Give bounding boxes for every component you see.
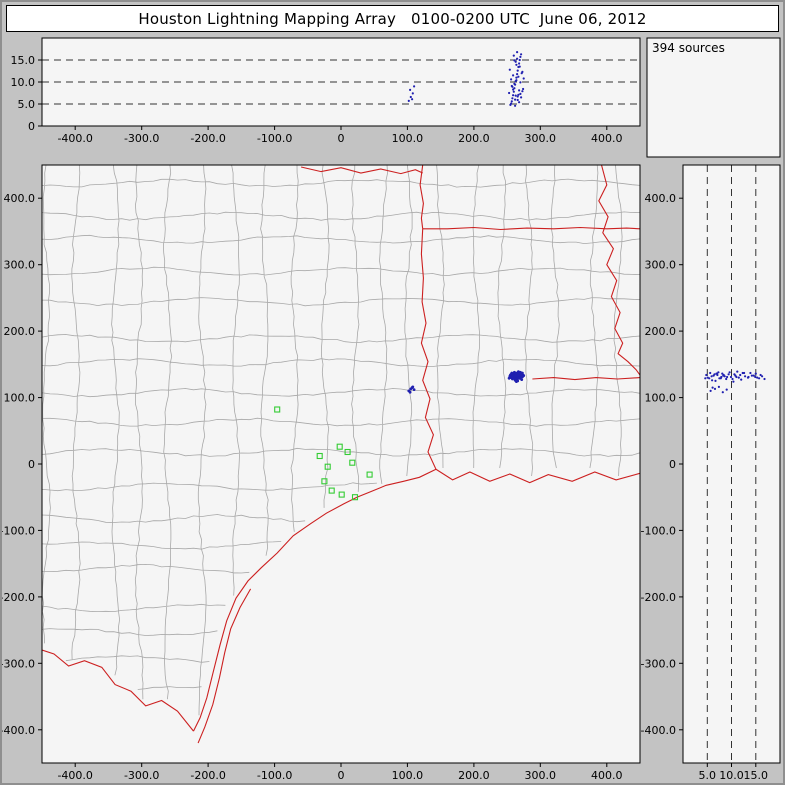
tick-label: -100.0 [641, 524, 676, 537]
tick-label: -100.0 [257, 132, 292, 145]
tick-label: -200.0 [190, 769, 225, 782]
tick-label: -100.0 [257, 769, 292, 782]
tick-label: -200.0 [641, 591, 676, 604]
altitude-gridlines-ew [42, 59, 640, 105]
tick-label: 0 [28, 120, 35, 133]
tick-label: -400.0 [2, 724, 35, 737]
lightning-sources-ew [407, 51, 525, 107]
tick-label: -400.0 [57, 132, 92, 145]
tick-label: 400.0 [591, 769, 623, 782]
lightning-sources-map [407, 370, 526, 394]
tick-label: 10.0 [719, 769, 744, 782]
state-borders [42, 165, 640, 744]
tick-label: 0 [338, 769, 345, 782]
tick-label: -300.0 [2, 657, 35, 670]
tick-label: -200.0 [190, 132, 225, 145]
tick-label: -100.0 [2, 524, 35, 537]
source-count-label: 394 sources [652, 41, 725, 55]
tick-label: 0 [669, 458, 676, 471]
axis-ticks [38, 59, 757, 767]
tick-label: 200.0 [458, 132, 490, 145]
tick-label: 300.0 [4, 259, 36, 272]
tick-label: 300.0 [525, 132, 557, 145]
tick-label: 0 [338, 132, 345, 145]
lightning-sources-ns [704, 370, 766, 394]
tick-label: -300.0 [124, 769, 159, 782]
tick-label: 100.0 [645, 392, 677, 405]
tick-label: -200.0 [2, 591, 35, 604]
axis-labels: -400.0 -400.0 -300.0 -300.0 -200.0 -200.0 -100… [2, 54, 768, 782]
tick-label: 5.0 [18, 98, 36, 111]
tick-label: 300.0 [525, 769, 557, 782]
map-panel-bg [42, 165, 640, 763]
tick-label: 400.0 [645, 192, 677, 205]
tick-label: -400.0 [641, 724, 676, 737]
tick-label: 200.0 [458, 769, 490, 782]
tick-label: 400.0 [591, 132, 623, 145]
tick-label: 5.0 [699, 769, 717, 782]
tick-label: 200.0 [645, 325, 677, 338]
altitude-gridlines-ns [706, 165, 757, 763]
tick-label: 10.0 [11, 76, 36, 89]
page-title: Houston Lightning Mapping Array 0100-020… [138, 9, 647, 28]
tick-label: 100.0 [392, 132, 424, 145]
tick-label: 0 [28, 458, 35, 471]
tick-label: -300.0 [124, 132, 159, 145]
source-count-box [646, 37, 781, 158]
tick-label: 100.0 [4, 392, 36, 405]
lma-stations [274, 406, 373, 501]
title-bar: Houston Lightning Mapping Array 0100-020… [6, 5, 779, 32]
tick-label: 400.0 [4, 192, 36, 205]
tick-label: 200.0 [4, 325, 36, 338]
tick-label: -400.0 [57, 769, 92, 782]
tick-label: 15.0 [11, 54, 36, 67]
tick-label: -300.0 [641, 657, 676, 670]
tick-label: 15.0 [744, 769, 769, 782]
county-borders [42, 165, 640, 716]
tick-label: 300.0 [645, 259, 677, 272]
tick-label: 100.0 [392, 769, 424, 782]
